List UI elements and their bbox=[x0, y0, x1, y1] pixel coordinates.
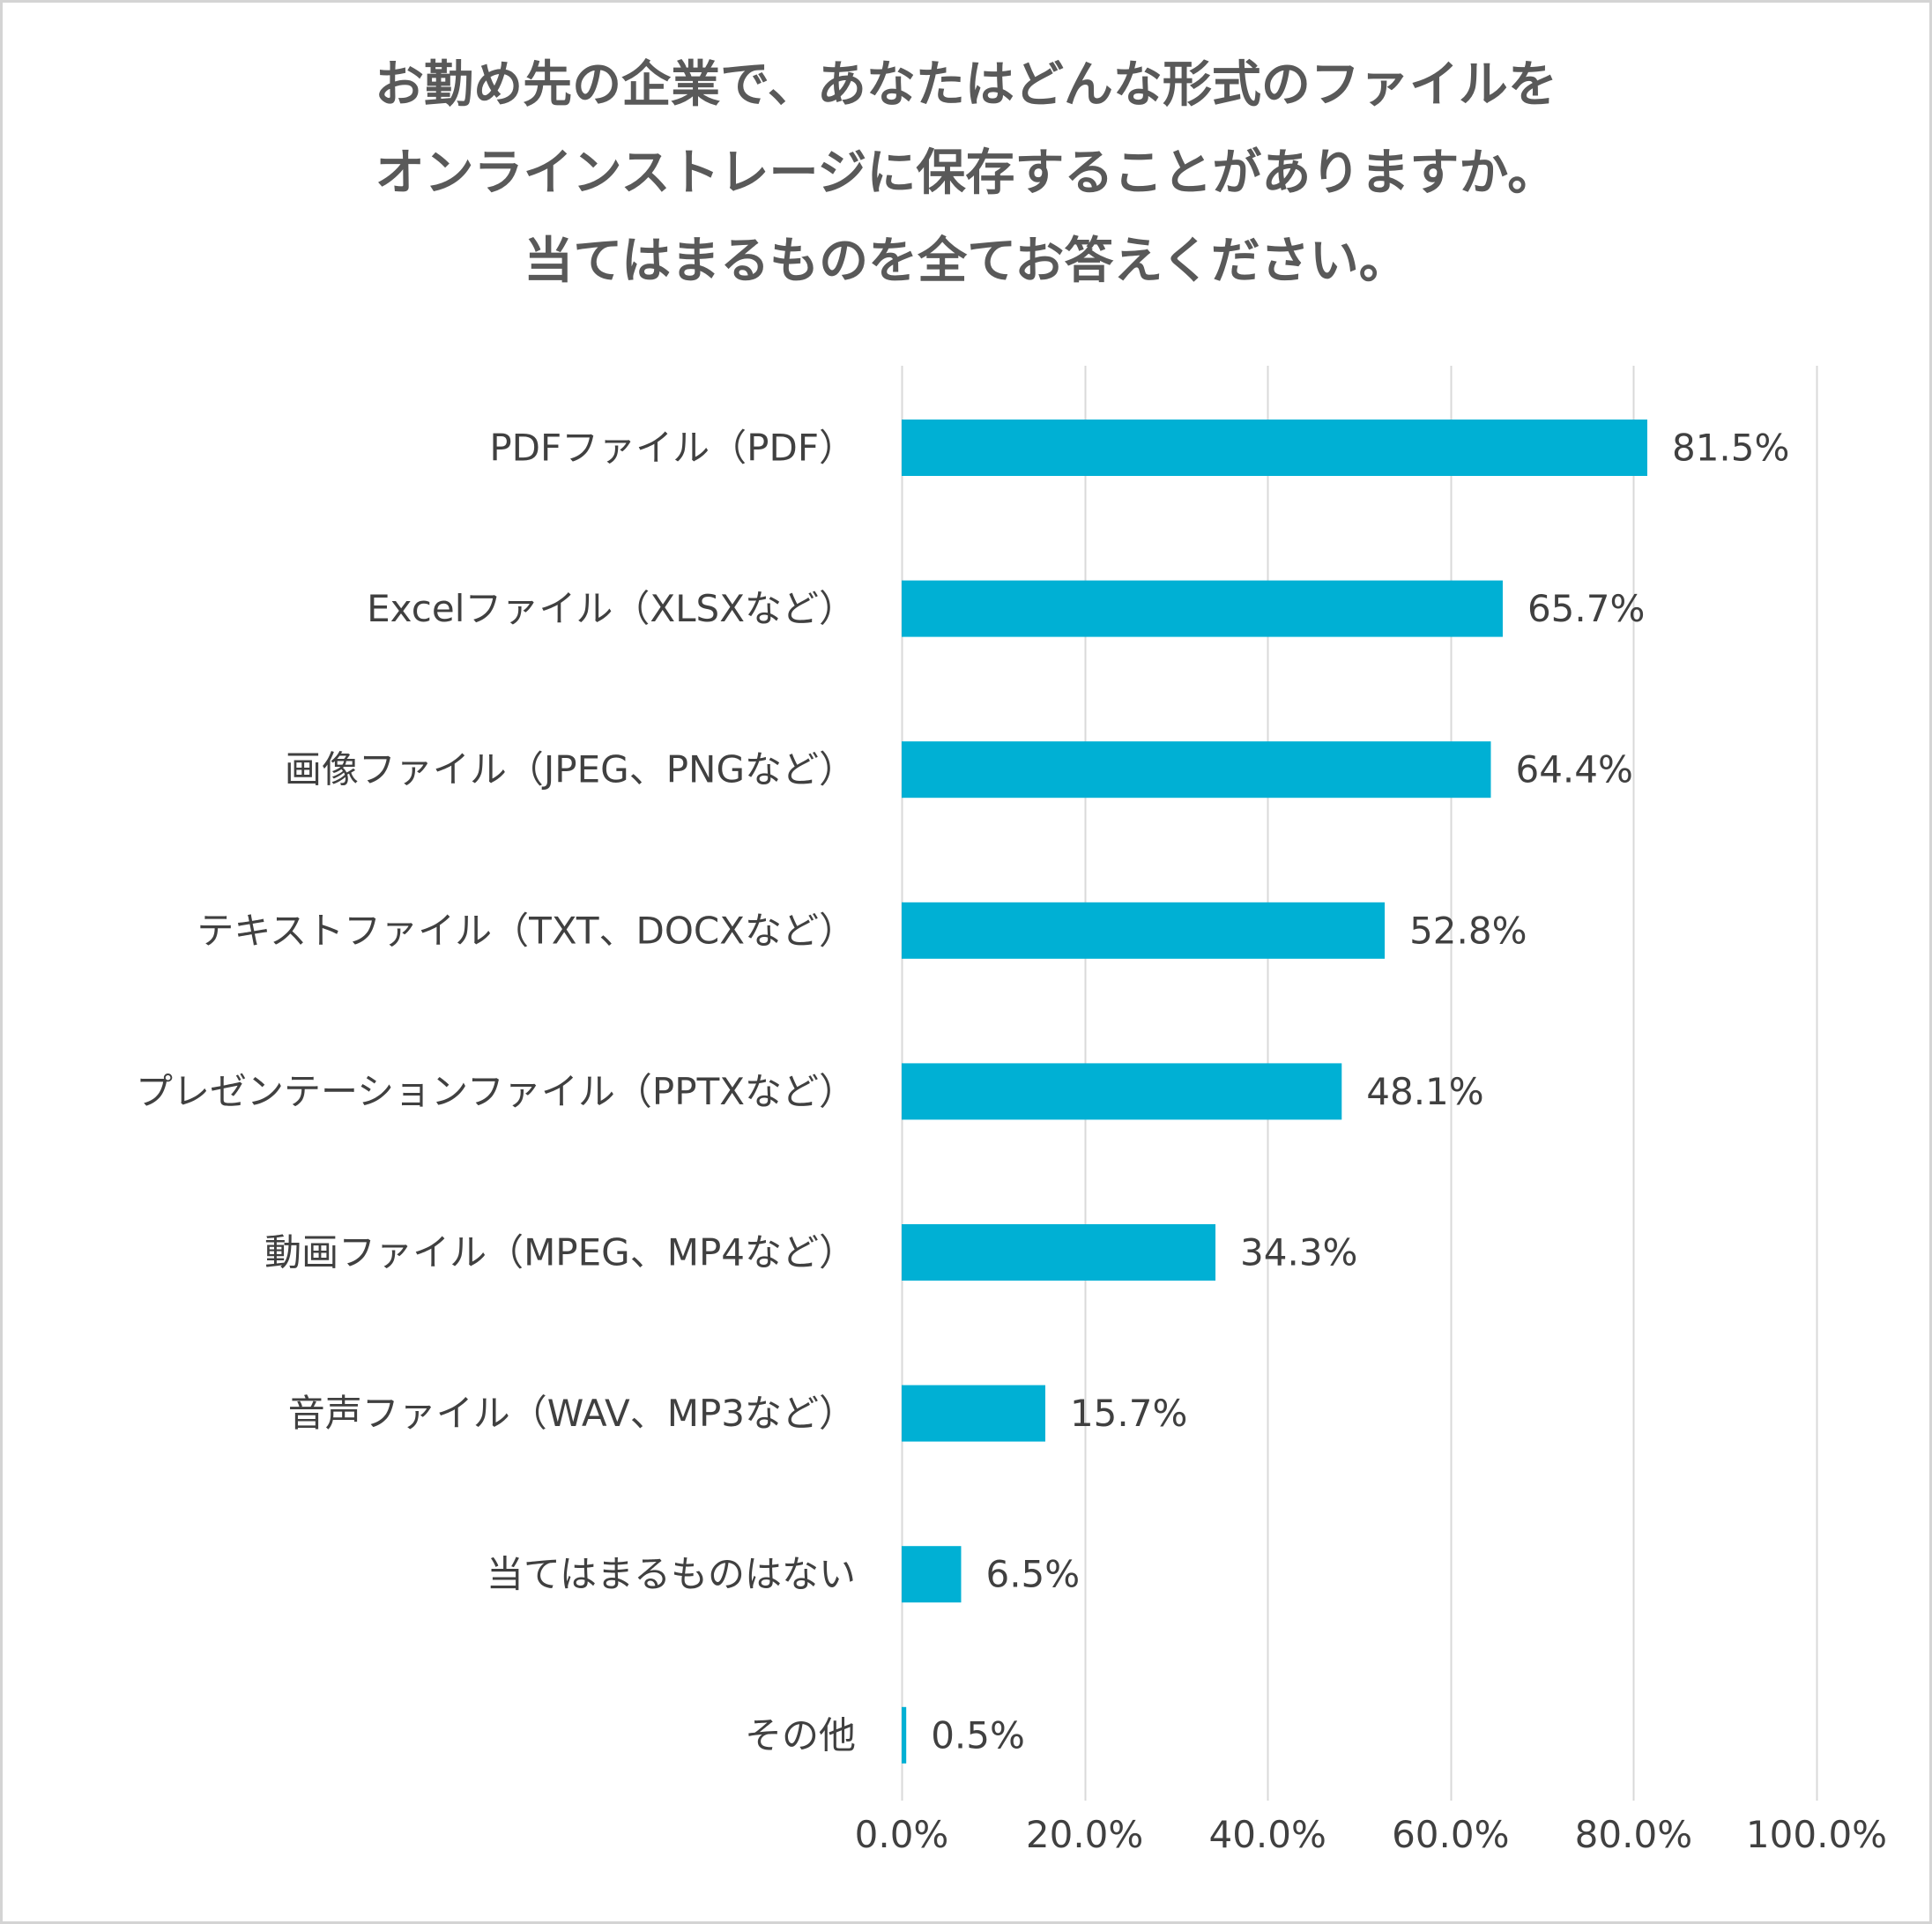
x-tick-label-1: 20.0% bbox=[1026, 1813, 1143, 1856]
category-label-1: Excelファイル（XLSXなど） bbox=[367, 587, 856, 630]
category-label-7: 当てはまるものはない bbox=[487, 1553, 856, 1596]
chart-title-line-1: お勤め先の企業で、あなたはどんな形式のファイルを bbox=[375, 56, 1557, 114]
category-label-4: プレゼンテーションファイル（PPTXなど） bbox=[136, 1070, 856, 1113]
data-label-4: 48.1% bbox=[1366, 1070, 1483, 1113]
data-label-7: 6.5% bbox=[985, 1553, 1080, 1596]
x-tick-label-0: 0.0% bbox=[855, 1813, 949, 1856]
category-label-3: テキストファイル（TXT、DOCXなど） bbox=[197, 909, 856, 952]
x-tick-label-2: 40.0% bbox=[1208, 1813, 1326, 1856]
category-label-2: 画像ファイル（JPEG、PNGなど） bbox=[285, 748, 856, 791]
data-label-6: 15.7% bbox=[1070, 1392, 1187, 1435]
bar-7 bbox=[902, 1546, 962, 1603]
chart-title: お勤め先の企業で、あなたはどんな形式のファイルを オンラインストレージに保存する… bbox=[3, 41, 1929, 306]
bar-1 bbox=[902, 580, 1503, 637]
data-label-5: 34.3% bbox=[1240, 1231, 1357, 1274]
bar-chart-plot: PDFファイル（PDF） 81.5% Excelファイル（XLSXなど） 65.7% 画… bbox=[136, 366, 1887, 1856]
data-label-8: 0.5% bbox=[931, 1713, 1025, 1757]
bar-4 bbox=[902, 1063, 1342, 1120]
chart-title-line-3: 当てはまるものを全てお答えください。 bbox=[524, 233, 1408, 290]
x-tick-label-4: 80.0% bbox=[1575, 1813, 1692, 1856]
data-label-2: 64.4% bbox=[1515, 748, 1632, 791]
bar-6 bbox=[902, 1385, 1045, 1442]
bar-3 bbox=[902, 902, 1386, 959]
category-label-6: 音声ファイル（WAV、MP3など） bbox=[288, 1392, 856, 1435]
bar-2 bbox=[902, 741, 1491, 799]
category-label-0: PDFファイル（PDF） bbox=[489, 427, 856, 470]
data-label-0: 81.5% bbox=[1672, 427, 1789, 470]
x-tick-label-3: 60.0% bbox=[1392, 1813, 1509, 1856]
bar-5 bbox=[902, 1224, 1216, 1281]
bar-0 bbox=[902, 420, 1647, 476]
category-label-8: その他 bbox=[745, 1713, 856, 1757]
data-label-3: 52.8% bbox=[1409, 909, 1527, 952]
x-tick-label-5: 100.0% bbox=[1746, 1813, 1887, 1856]
category-label-5: 動画ファイル（MPEG、MP4など） bbox=[264, 1231, 856, 1274]
bar-8 bbox=[902, 1706, 907, 1764]
data-label-1: 65.7% bbox=[1527, 587, 1645, 630]
chart-title-line-2: オンラインストレージに保存することがありますか。 bbox=[375, 145, 1557, 202]
